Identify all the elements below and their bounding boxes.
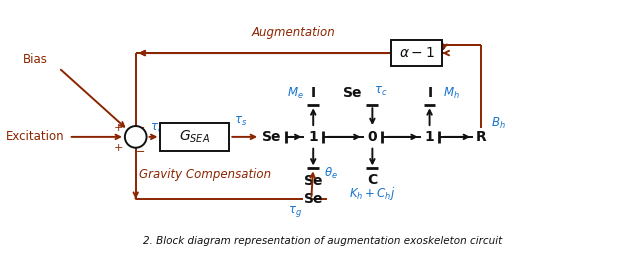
- Text: $-$: $-$: [134, 145, 145, 155]
- Text: $\tau_g$: $\tau_g$: [289, 204, 303, 219]
- Text: +: +: [113, 143, 123, 153]
- Bar: [161, 123, 229, 151]
- Text: $M_h$: $M_h$: [443, 86, 460, 101]
- Text: $K_h+C_hj$: $K_h+C_hj$: [349, 185, 396, 201]
- Text: $\mathbf{Se}$: $\mathbf{Se}$: [303, 192, 324, 206]
- Text: $\mathbf{Se}$: $\mathbf{Se}$: [303, 174, 324, 188]
- Text: Bias: Bias: [22, 53, 47, 67]
- Text: $\mathbf{0}$: $\mathbf{0}$: [367, 130, 378, 144]
- Text: Excitation: Excitation: [6, 130, 65, 143]
- Text: $G_{SEA}$: $G_{SEA}$: [179, 129, 211, 145]
- Text: $\mathbf{Se}$: $\mathbf{Se}$: [342, 87, 363, 100]
- Text: Gravity Compensation: Gravity Compensation: [139, 168, 271, 181]
- Text: $\alpha-1$: $\alpha-1$: [399, 46, 435, 60]
- Text: $\mathbf{1}$: $\mathbf{1}$: [424, 130, 435, 144]
- Text: $\tau_d$: $\tau_d$: [150, 122, 164, 135]
- Text: $\mathbf{C}$: $\mathbf{C}$: [367, 173, 378, 187]
- Text: Augmentation: Augmentation: [252, 26, 335, 39]
- Text: 2. Block diagram representation of augmentation exoskeleton circuit: 2. Block diagram representation of augme…: [143, 236, 502, 246]
- Circle shape: [125, 126, 147, 148]
- Bar: [391, 40, 442, 66]
- Text: $\theta_e$: $\theta_e$: [324, 166, 338, 181]
- Text: $B_h$: $B_h$: [492, 116, 506, 131]
- Text: $\tau_s$: $\tau_s$: [234, 115, 247, 128]
- Text: $\mathbf{1}$: $\mathbf{1}$: [308, 130, 319, 144]
- Text: $-$: $-$: [134, 121, 145, 131]
- Text: +: +: [113, 123, 123, 133]
- Text: $M_e$: $M_e$: [287, 86, 304, 101]
- Text: $\mathbf{I}$: $\mathbf{I}$: [427, 87, 433, 100]
- Text: $\mathbf{R}$: $\mathbf{R}$: [475, 130, 487, 144]
- Text: $\mathbf{Se}$: $\mathbf{Se}$: [261, 130, 282, 144]
- Text: $\tau_c$: $\tau_c$: [374, 85, 387, 98]
- Text: $\mathbf{I}$: $\mathbf{I}$: [310, 87, 316, 100]
